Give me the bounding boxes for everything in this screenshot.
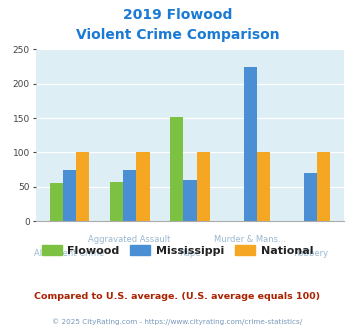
Bar (123, 170, 136, 221)
Text: Aggravated Assault: Aggravated Assault (88, 235, 171, 244)
Bar (244, 67, 257, 221)
Bar (110, 182, 123, 221)
Bar (50, 183, 63, 221)
Text: Compared to U.S. average. (U.S. average equals 100): Compared to U.S. average. (U.S. average … (34, 292, 321, 301)
Text: 2019 Flowood: 2019 Flowood (123, 8, 232, 22)
Bar (197, 152, 210, 221)
Bar (136, 152, 149, 221)
Bar (63, 170, 76, 221)
Text: © 2025 CityRating.com - https://www.cityrating.com/crime-statistics/: © 2025 CityRating.com - https://www.city… (53, 318, 302, 325)
Bar (76, 152, 89, 221)
Bar (183, 180, 197, 221)
Legend: Flowood, Mississippi, National: Flowood, Mississippi, National (37, 241, 318, 260)
Bar (304, 173, 317, 221)
Text: Robbery: Robbery (293, 249, 328, 258)
Bar (170, 117, 183, 221)
Text: Murder & Mans...: Murder & Mans... (214, 235, 286, 244)
Bar (257, 152, 270, 221)
Text: Rape: Rape (179, 249, 201, 258)
Bar (317, 152, 330, 221)
Text: All Violent Crime: All Violent Crime (34, 249, 104, 258)
Text: Violent Crime Comparison: Violent Crime Comparison (76, 28, 279, 42)
